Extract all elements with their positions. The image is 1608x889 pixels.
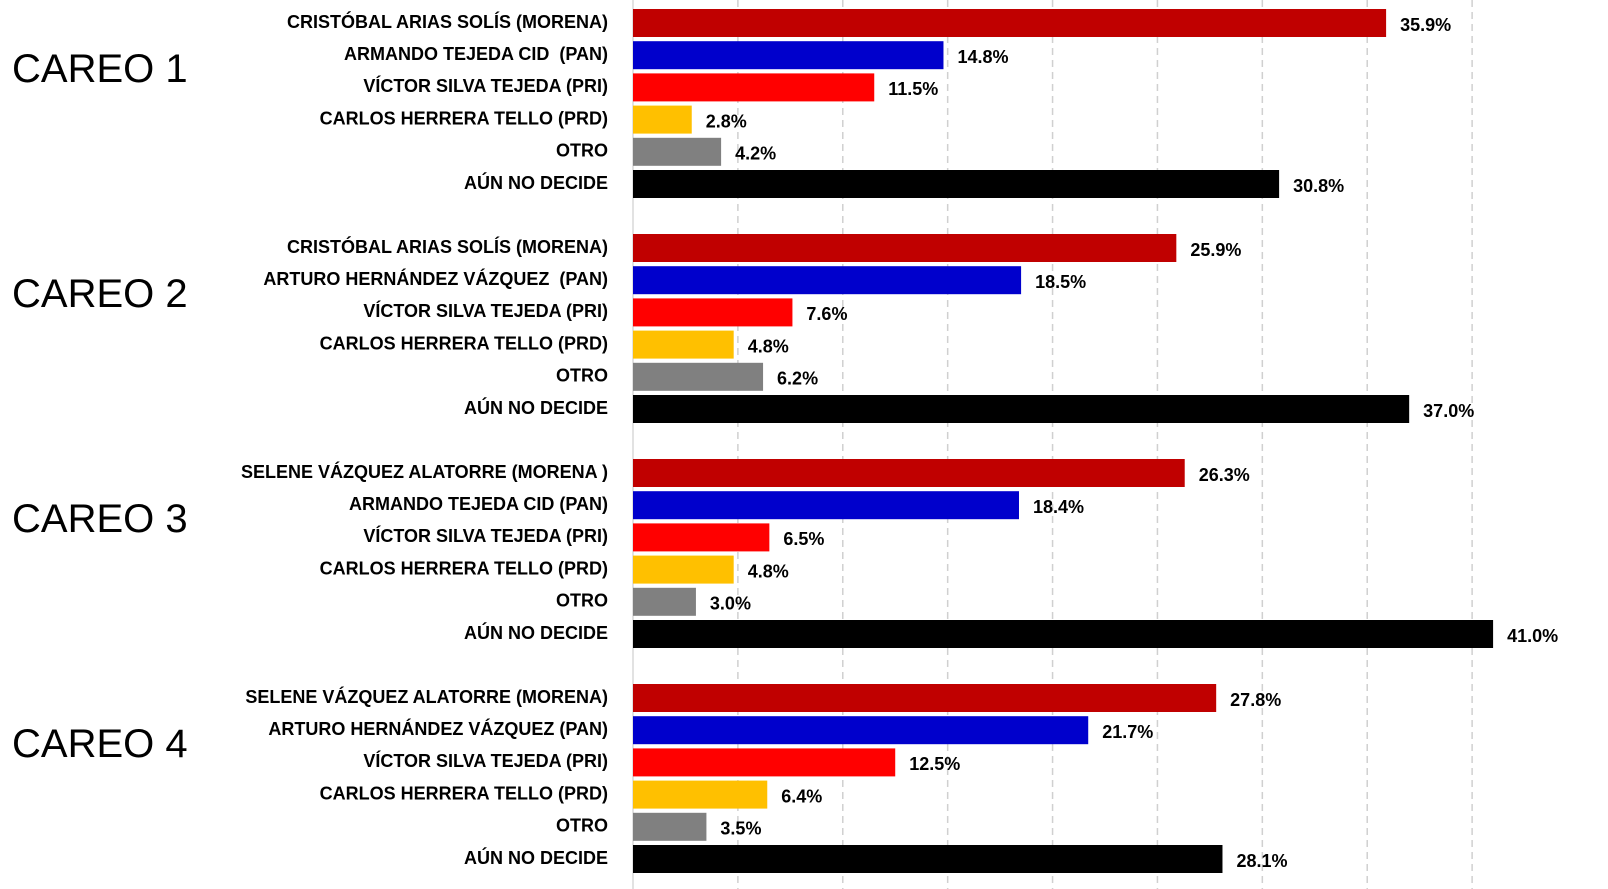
category-label: CRISTÓBAL ARIAS SOLÍS (MORENA) [287,11,608,32]
category-label: OTRO [556,141,608,161]
category-label: AÚN NO DECIDE [464,622,608,643]
value-label: 4.8% [748,336,789,356]
category-label: ARTURO HERNÁNDEZ VÁZQUEZ (PAN) [263,268,608,289]
value-label: 12.5% [909,754,960,774]
value-label: 14.8% [957,47,1008,67]
group-title: CAREO 1 [12,47,188,91]
value-label: 21.7% [1102,722,1153,742]
value-label: 3.0% [710,594,751,614]
value-label: 6.2% [777,369,818,389]
category-label: CRISTÓBAL ARIAS SOLÍS (MORENA) [287,236,608,257]
value-label: 7.6% [806,304,847,324]
bar [633,9,1387,37]
category-label: OTRO [556,816,608,836]
bar [633,330,734,359]
category-label: CARLOS HERRERA TELLO (PRD) [320,558,608,578]
value-label: 41.0% [1507,626,1558,646]
bar [633,395,1410,423]
value-label: 30.8% [1293,176,1344,196]
value-label: 3.5% [720,819,761,839]
category-label: CARLOS HERRERA TELLO (PRD) [320,108,608,128]
category-label: SELENE VÁZQUEZ ALATORRE (MORENA ) [241,461,608,482]
bar [633,620,1494,648]
value-label: 6.4% [781,786,822,806]
bar [633,41,944,70]
category-label: CARLOS HERRERA TELLO (PRD) [320,333,608,353]
category-label: ARMANDO TEJEDA CID (PAN) [349,494,608,514]
category-label: ARMANDO TEJEDA CID (PAN) [344,44,608,64]
value-label: 18.5% [1035,272,1086,292]
value-label: 6.5% [783,529,824,549]
value-label: 26.3% [1199,465,1250,485]
group-title: CAREO 3 [12,497,188,541]
value-label: 11.5% [888,79,938,99]
bar [633,137,722,166]
bar [633,716,1089,745]
category-label: VÍCTOR SILVA TEJEDA (PRI) [363,525,608,546]
category-label: VÍCTOR SILVA TEJEDA (PRI) [363,300,608,321]
category-label: AÚN NO DECIDE [464,397,608,418]
bar [633,684,1217,712]
category-label: AÚN NO DECIDE [464,847,608,868]
bar [633,234,1177,262]
category-label: SELENE VÁZQUEZ ALATORRE (MORENA) [245,686,608,707]
bar [633,748,896,777]
value-label: 18.4% [1033,497,1084,517]
bar [633,780,768,809]
bar [633,523,770,552]
value-label: 35.9% [1400,15,1451,35]
bar [633,170,1280,198]
bar [633,587,696,616]
bar [633,105,692,134]
value-label: 27.8% [1230,690,1281,710]
category-label: OTRO [556,366,608,386]
value-label: 37.0% [1423,401,1474,421]
group-title: CAREO 4 [12,722,188,766]
value-label: 28.1% [1236,851,1287,871]
bar [633,459,1185,487]
bar [633,298,793,327]
category-label: CARLOS HERRERA TELLO (PRD) [320,783,608,803]
bar [633,555,734,584]
value-label: 2.8% [706,111,747,131]
bar [633,491,1019,520]
group-title: CAREO 2 [12,272,188,316]
category-label: VÍCTOR SILVA TEJEDA (PRI) [363,750,608,771]
bar [633,812,707,841]
bar [633,362,764,391]
bar [633,73,875,102]
value-label: 4.8% [748,561,789,581]
bar [633,845,1223,873]
value-label: 4.2% [735,144,776,164]
category-label: VÍCTOR SILVA TEJEDA (PRI) [363,75,608,96]
category-label: ARTURO HERNÁNDEZ VÁZQUEZ (PAN) [268,718,608,739]
category-label: OTRO [556,591,608,611]
bar [633,266,1022,295]
value-label: 25.9% [1190,240,1241,260]
category-label: AÚN NO DECIDE [464,172,608,193]
